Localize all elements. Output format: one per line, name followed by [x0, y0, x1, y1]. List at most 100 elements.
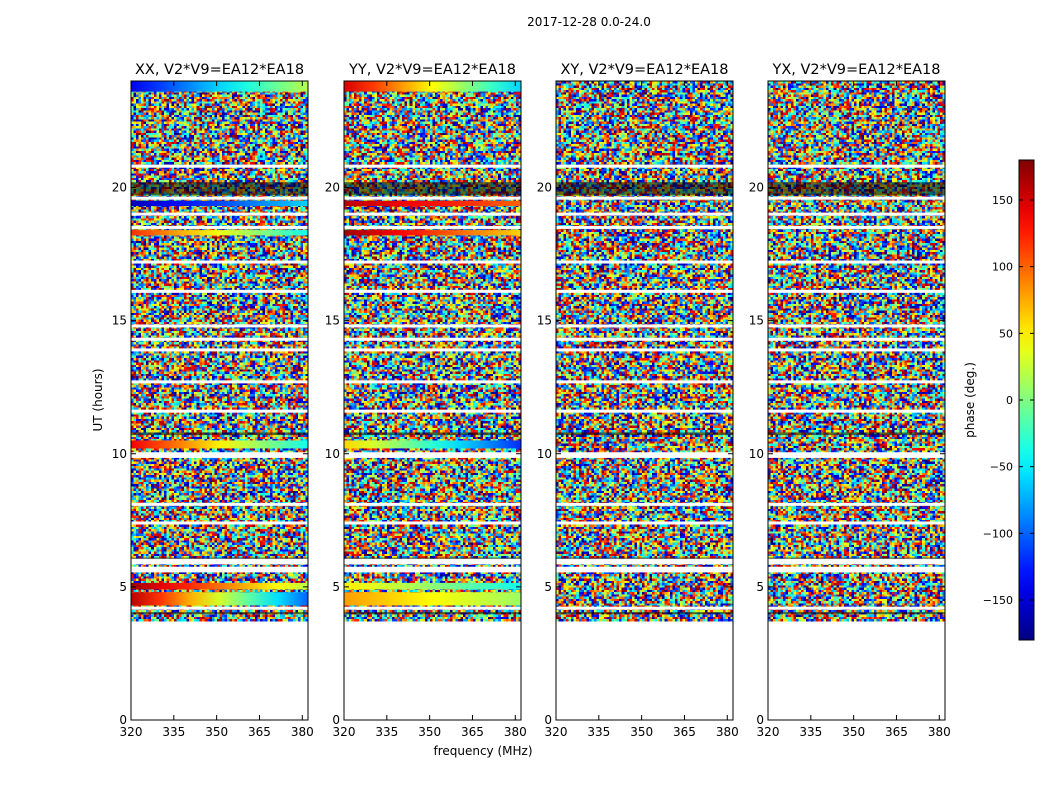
flagged-gap: [131, 569, 308, 573]
flagged-gap: [344, 502, 521, 506]
x-tick-label: 380: [928, 725, 951, 739]
flagged-gap: [768, 409, 945, 413]
flagged-gap: [556, 348, 733, 352]
flagged-gap: [768, 348, 945, 352]
flagged-gap: [344, 348, 521, 352]
flagged-gap: [131, 452, 308, 456]
x-tick-label: 320: [333, 725, 356, 739]
flagged-gap: [556, 566, 733, 570]
flagged-gap: [556, 521, 733, 525]
x-tick-label: 350: [842, 725, 865, 739]
flagged-gap: [344, 164, 521, 168]
flagged-gap: [131, 337, 308, 341]
calibrator-band: [344, 440, 521, 449]
calibrator-band: [131, 230, 308, 236]
panel-yy: YY, V2*V9=EA12*EA18 320 335 350 365 380 0 5 10 15…: [325, 62, 527, 739]
dark-band: [556, 612, 733, 615]
y-tick-label: 20: [112, 181, 127, 195]
flagged-gap: [344, 337, 521, 341]
y-tick-label: 15: [749, 314, 764, 328]
flagged-gap: [131, 502, 308, 506]
flagged-gap: [344, 569, 521, 573]
flagged-gap: [344, 606, 521, 610]
dark-band: [768, 612, 945, 615]
dark-band: [556, 182, 733, 196]
flagged-gap: [131, 212, 308, 216]
x-tick-label: 350: [630, 725, 653, 739]
flagged-gap: [131, 409, 308, 413]
y-tick-label: 20: [749, 181, 764, 195]
y-tick-label: 10: [749, 447, 764, 461]
flagged-gap: [768, 454, 945, 458]
panel-title: XX, V2*V9=EA12*EA18: [135, 62, 304, 78]
x-tick-label: 365: [673, 725, 696, 739]
x-tick-label: 335: [162, 725, 185, 739]
flagged-gap: [344, 260, 521, 264]
axes-frame: [767, 80, 946, 721]
flagged-gap: [344, 521, 521, 525]
colorbar-label: phase (deg.): [963, 362, 977, 438]
calibrator-band: [344, 582, 521, 590]
panel-yx: YX, V2*V9=EA12*EA18 320 335 350 365 380 0 5 10 15…: [749, 62, 951, 739]
x-tick-label: 380: [504, 725, 527, 739]
flagged-gap: [556, 454, 733, 458]
flagged-gap: [131, 289, 308, 293]
flagged-gap: [131, 606, 308, 610]
flagged-gap: [344, 452, 521, 456]
flagged-gap: [344, 196, 521, 200]
colorbar-tick-label: 150: [992, 194, 1013, 207]
flagged-gap: [768, 561, 945, 565]
y-axis-label: UT (hours): [91, 368, 105, 431]
dark-band: [768, 182, 945, 196]
axes-frame: [555, 80, 734, 721]
flagged-gap: [556, 225, 733, 229]
y-tick-label: 5: [756, 580, 764, 594]
flagged-gap: [556, 260, 733, 264]
x-tick-label: 350: [418, 725, 441, 739]
flagged-gap: [556, 606, 733, 610]
figure-suptitle: 2017-12-28 0.0-24.0: [527, 15, 651, 29]
x-tick-label: 350: [205, 725, 228, 739]
flagged-gap: [131, 225, 308, 229]
flagged-gap: [131, 260, 308, 264]
flagged-gap: [131, 324, 308, 328]
flagged-gap: [556, 380, 733, 384]
colorbar-tick-label: −150: [983, 594, 1013, 607]
colorbar-tick-label: 50: [999, 327, 1013, 340]
x-tick-label: 335: [375, 725, 398, 739]
y-tick-label: 20: [537, 181, 552, 195]
x-tick-label: 320: [545, 725, 568, 739]
calibrator-band: [131, 592, 308, 606]
y-tick-label: 15: [537, 314, 552, 328]
dark-band: [768, 432, 945, 436]
flagged-gap: [768, 380, 945, 384]
y-tick-label: 0: [756, 713, 764, 727]
calibrator-band: [344, 592, 521, 606]
flagged-gap: [768, 289, 945, 293]
flagged-gap: [556, 289, 733, 293]
flagged-gap: [556, 196, 733, 200]
flagged-gap: [768, 502, 945, 506]
flagged-gap: [768, 212, 945, 216]
flagged-gap: [768, 558, 945, 562]
dark-band: [344, 432, 521, 436]
flagged-gap: [768, 324, 945, 328]
flagged-gap: [131, 521, 308, 525]
y-tick-label: 0: [119, 713, 127, 727]
flagged-gap: [768, 452, 945, 456]
flagged-gap: [556, 558, 733, 562]
calibrator-band: [344, 230, 521, 236]
dark-band: [131, 432, 308, 436]
flagged-gap: [556, 561, 733, 565]
colorbar-tick-label: 0: [1006, 394, 1013, 407]
flagged-gap: [344, 561, 521, 565]
flagged-gap: [768, 566, 945, 570]
colorbar-tick-label: −50: [990, 461, 1013, 474]
x-tick-label: 380: [291, 725, 314, 739]
calibrator-band: [344, 81, 521, 92]
panel-xx: XX, V2*V9=EA12*EA18 320 335 350 365 380 0 5 10 15…: [112, 62, 314, 739]
calibrator-band: [344, 200, 521, 207]
flagged-gap: [131, 561, 308, 565]
flagged-gap: [556, 569, 733, 573]
